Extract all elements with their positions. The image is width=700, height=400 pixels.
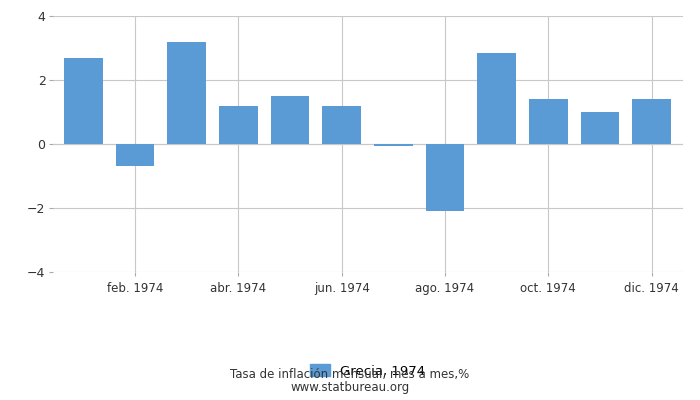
Text: www.statbureau.org: www.statbureau.org bbox=[290, 381, 410, 394]
Bar bbox=[271, 96, 309, 144]
Bar bbox=[374, 144, 413, 146]
Bar bbox=[580, 112, 620, 144]
Bar bbox=[219, 106, 258, 144]
Bar bbox=[632, 99, 671, 144]
Bar bbox=[426, 144, 464, 211]
Bar bbox=[529, 99, 568, 144]
Bar bbox=[64, 58, 103, 144]
Bar bbox=[477, 53, 516, 144]
Legend: Grecia, 1974: Grecia, 1974 bbox=[304, 359, 430, 383]
Bar bbox=[322, 106, 361, 144]
Text: Tasa de inflación mensual, mes a mes,%: Tasa de inflación mensual, mes a mes,% bbox=[230, 368, 470, 381]
Bar bbox=[116, 144, 155, 166]
Bar bbox=[167, 42, 206, 144]
